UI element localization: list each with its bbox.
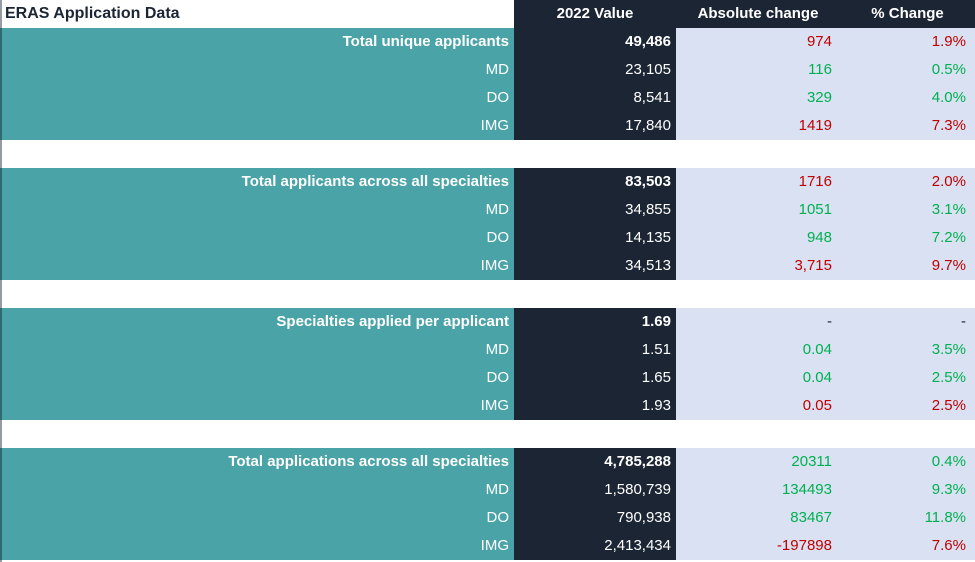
section-gap <box>0 420 975 448</box>
table-row: DO 790,938 83467 11.8% <box>0 504 975 532</box>
percent-change-value: 4.0% <box>840 84 975 112</box>
percent-change-value: 2.0% <box>840 168 975 196</box>
row-label: MD <box>0 196 514 224</box>
absolute-change-value: 20311 <box>676 448 840 476</box>
table-row: IMG 1.93 0.05 2.5% <box>0 392 975 420</box>
absolute-change-value: 974 <box>676 28 840 56</box>
value-2022: 1,580,739 <box>514 476 676 504</box>
percent-change-value: 3.1% <box>840 196 975 224</box>
column-header-percent-change: % Change <box>840 0 975 28</box>
percent-change-value: 0.5% <box>840 56 975 84</box>
row-label: MD <box>0 336 514 364</box>
table-row: Total applicants across all specialties 8… <box>0 168 975 196</box>
table-row: MD 34,855 1051 3.1% <box>0 196 975 224</box>
absolute-change-value: 948 <box>676 224 840 252</box>
percent-change-value: 7.3% <box>840 112 975 140</box>
value-2022: 83,503 <box>514 168 676 196</box>
row-label: DO <box>0 504 514 532</box>
value-2022: 34,513 <box>514 252 676 280</box>
absolute-change-value: 83467 <box>676 504 840 532</box>
value-2022: 8,541 <box>514 84 676 112</box>
absolute-change-value: 116 <box>676 56 840 84</box>
row-label: IMG <box>0 392 514 420</box>
value-2022: 49,486 <box>514 28 676 56</box>
table-row: IMG 2,413,434 -197898 7.6% <box>0 532 975 560</box>
row-label: Total applications across all specialtie… <box>0 448 514 476</box>
percent-change-value: 2.5% <box>840 392 975 420</box>
table-row: IMG 34,513 3,715 9.7% <box>0 252 975 280</box>
percent-change-value: 2.5% <box>840 364 975 392</box>
column-header-absolute-change: Absolute change <box>676 0 840 28</box>
value-2022: 34,855 <box>514 196 676 224</box>
percent-change-value: 9.7% <box>840 252 975 280</box>
table-row: DO 8,541 329 4.0% <box>0 84 975 112</box>
value-2022: 14,135 <box>514 224 676 252</box>
header-row: ERAS Application Data 2022 Value Absolut… <box>0 0 975 28</box>
row-label: IMG <box>0 252 514 280</box>
value-2022: 23,105 <box>514 56 676 84</box>
percent-change-value: 11.8% <box>840 504 975 532</box>
percent-change-value: 9.3% <box>840 476 975 504</box>
table-row: IMG 17,840 1419 7.3% <box>0 112 975 140</box>
value-2022: 2,413,434 <box>514 532 676 560</box>
section-gap <box>0 280 975 308</box>
table-row: Specialties applied per applicant 1.69- - <box>0 308 975 336</box>
table-row: MD 1,580,739 134493 9.3% <box>0 476 975 504</box>
row-label: DO <box>0 84 514 112</box>
table-row: MD 23,105 116 0.5% <box>0 56 975 84</box>
absolute-change-value: - <box>676 308 840 336</box>
absolute-change-value: 0.05 <box>676 392 840 420</box>
value-2022: 1.65 <box>514 364 676 392</box>
table-left-border <box>0 0 2 562</box>
value-2022: 790,938 <box>514 504 676 532</box>
row-label: MD <box>0 56 514 84</box>
percent-change-value: 7.2% <box>840 224 975 252</box>
value-2022: 1.69 <box>514 308 676 336</box>
percent-change-value: 3.5% <box>840 336 975 364</box>
table-row: Total unique applicants 49,486 974 1.9% <box>0 28 975 56</box>
row-label: IMG <box>0 532 514 560</box>
row-label: Total unique applicants <box>0 28 514 56</box>
percent-change-value: 0.4% <box>840 448 975 476</box>
table-row: DO 1.65 0.04 2.5% <box>0 364 975 392</box>
row-label: Total applicants across all specialties <box>0 168 514 196</box>
section-gap <box>0 140 975 168</box>
absolute-change-value: 134493 <box>676 476 840 504</box>
percent-change-value: - <box>840 308 975 336</box>
row-label: MD <box>0 476 514 504</box>
percent-change-value: 1.9% <box>840 28 975 56</box>
value-2022: 1.93 <box>514 392 676 420</box>
absolute-change-value: 1051 <box>676 196 840 224</box>
table-title: ERAS Application Data <box>0 0 514 28</box>
value-2022: 4,785,288 <box>514 448 676 476</box>
row-label: DO <box>0 364 514 392</box>
value-2022: 17,840 <box>514 112 676 140</box>
row-label: IMG <box>0 112 514 140</box>
absolute-change-value: 329 <box>676 84 840 112</box>
row-label: DO <box>0 224 514 252</box>
row-label: Specialties applied per applicant <box>0 308 514 336</box>
percent-change-value: 7.6% <box>840 532 975 560</box>
absolute-change-value: 1716 <box>676 168 840 196</box>
table-row: MD 1.51 0.04 3.5% <box>0 336 975 364</box>
absolute-change-value: -197898 <box>676 532 840 560</box>
column-header-2022-value: 2022 Value <box>514 0 676 28</box>
table-body: Total unique applicants 49,486 974 1.9% MD 23… <box>0 28 975 560</box>
absolute-change-value: 0.04 <box>676 336 840 364</box>
table-row: DO 14,135 948 7.2% <box>0 224 975 252</box>
absolute-change-value: 0.04 <box>676 364 840 392</box>
absolute-change-value: 3,715 <box>676 252 840 280</box>
value-2022: 1.51 <box>514 336 676 364</box>
absolute-change-value: 1419 <box>676 112 840 140</box>
table-row: Total applications across all specialtie… <box>0 448 975 476</box>
